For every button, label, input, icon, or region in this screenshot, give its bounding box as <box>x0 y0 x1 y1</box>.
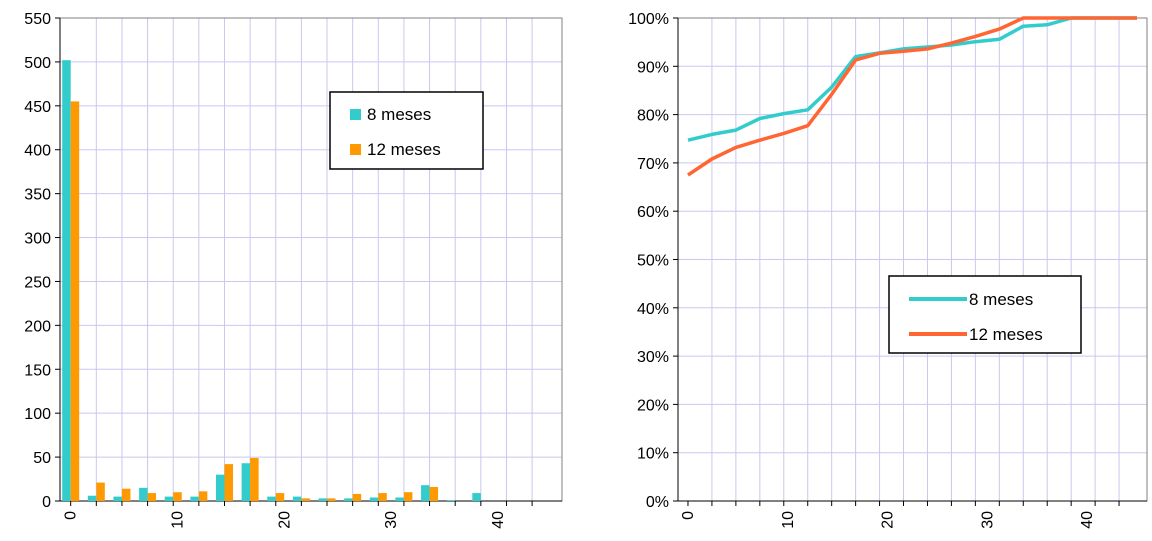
y-tick-label: 100 <box>24 406 51 423</box>
bar-series-1 <box>113 496 122 501</box>
y-tick-label: 300 <box>24 231 51 248</box>
bar-series-1 <box>241 463 251 501</box>
y-tick-label: 40% <box>637 301 669 318</box>
bar-series-2 <box>121 488 131 501</box>
bar-series-2 <box>70 101 80 501</box>
bar-series-2 <box>224 464 233 501</box>
bar-series-1 <box>292 496 302 501</box>
y-tick-label: 80% <box>637 108 669 125</box>
bar-series-1 <box>164 496 174 501</box>
bar-series-1 <box>446 500 456 501</box>
y-tick-label: 0% <box>646 494 669 511</box>
legend-swatch <box>350 109 361 120</box>
bar-series-2 <box>301 498 310 501</box>
legend-label: 12 meses <box>969 325 1043 344</box>
legend: 8 meses 12 meses <box>329 91 484 170</box>
y-tick-label: 70% <box>637 156 669 173</box>
y-tick-label: 500 <box>24 55 51 72</box>
y-tick-label: 10% <box>637 446 669 463</box>
bar-series-2 <box>429 486 439 501</box>
bar-series-1 <box>421 485 430 501</box>
bar-series-2 <box>352 493 362 501</box>
line-series-2 <box>687 16 1137 177</box>
y-tick-label: 350 <box>24 187 51 204</box>
bar-series-1 <box>318 498 328 501</box>
x-tick-label: 40 <box>490 511 507 529</box>
bar-series-1 <box>139 487 148 501</box>
bar-series-2 <box>96 482 105 501</box>
y-tick-label: 30% <box>637 349 669 366</box>
y-tick-label: 20% <box>637 397 669 414</box>
bar-series-2 <box>198 491 208 501</box>
y-tick-label: 100% <box>628 11 669 28</box>
legend-box <box>888 275 1082 354</box>
bar-series-2 <box>403 492 413 501</box>
line-chart-cumulative: 0% 10% 20% 30% 40% 50% 60% 70% 80% 90% 100% 0 10 20 30… <box>628 11 1148 529</box>
legend-swatch <box>350 144 361 155</box>
x-tick-label: 20 <box>880 511 897 529</box>
x-tick-label: 10 <box>780 511 797 529</box>
bar-series-1 <box>87 495 97 501</box>
x-tick-label: 10 <box>169 511 186 529</box>
y-tick-label: 250 <box>24 274 51 291</box>
grid <box>60 17 562 501</box>
x-tick-label: 0 <box>63 511 80 520</box>
bar-series-2 <box>327 498 336 501</box>
x-tick-label: 20 <box>276 511 293 529</box>
bar-series-2 <box>275 493 285 501</box>
y-tick-label: 150 <box>24 362 51 379</box>
legend-label: 8 meses <box>367 105 431 124</box>
bar-series-1 <box>215 474 225 501</box>
y-tick-label: 50 <box>33 450 51 467</box>
y-tick-label: 0 <box>42 494 51 511</box>
bar-chart-histogram: 0 50 100 150 200 250 300 350 400 450 500 550 0 10 20 30… <box>24 11 563 529</box>
bar-series-1 <box>369 497 379 501</box>
bar-series-1 <box>267 496 276 501</box>
x-tick-label: 30 <box>383 511 400 529</box>
bars <box>62 60 481 501</box>
y-tick-label: 550 <box>24 11 51 28</box>
bar-series-2 <box>378 493 387 501</box>
legend-box <box>329 91 484 170</box>
bar-series-1 <box>190 496 199 501</box>
line-series-1 <box>687 16 1137 142</box>
y-tick-label: 200 <box>24 318 51 335</box>
legend: 8 meses 12 meses <box>888 275 1082 354</box>
bar-series-1 <box>344 498 353 501</box>
bar-series-2 <box>250 457 259 501</box>
y-tick-label: 50% <box>637 253 669 270</box>
y-tick-label: 400 <box>24 143 51 160</box>
y-tick-label: 60% <box>637 204 669 221</box>
x-tick-label: 40 <box>1079 511 1096 529</box>
x-tick-label: 0 <box>680 511 697 520</box>
bar-series-2 <box>173 492 182 501</box>
legend-label: 8 meses <box>969 290 1033 309</box>
lines <box>687 16 1137 177</box>
legend-label: 12 meses <box>367 140 441 159</box>
bar-series-2 <box>147 493 157 501</box>
plot-frame <box>59 17 563 502</box>
bar-series-1 <box>62 60 71 501</box>
grid <box>678 17 1147 501</box>
bar-series-1 <box>395 497 404 501</box>
y-tick-label: 450 <box>24 99 51 116</box>
y-tick-label: 90% <box>637 59 669 76</box>
x-tick-label: 30 <box>979 511 996 529</box>
bar-series-1 <box>472 493 481 501</box>
